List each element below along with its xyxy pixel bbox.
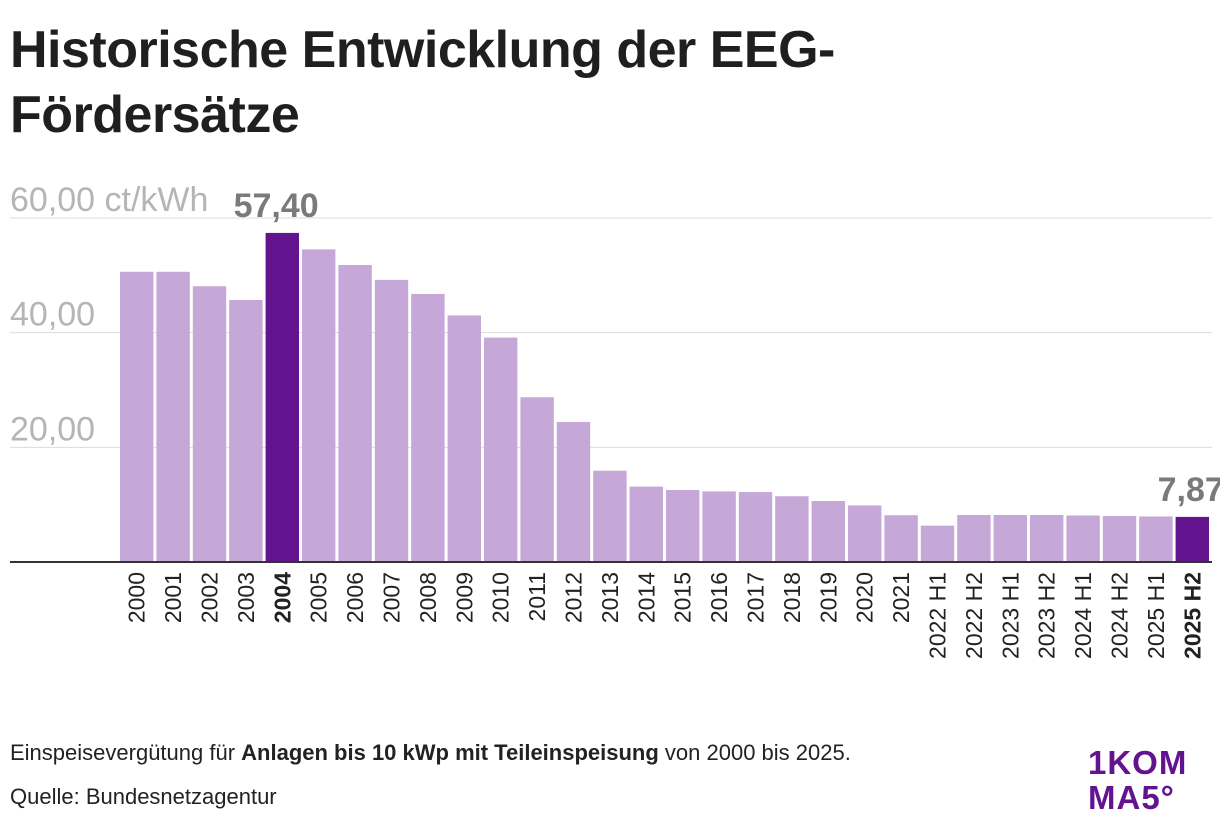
y-axis-labels: 60,00 ct/kWh 40,00 20,00: [10, 181, 208, 448]
bar-2004: [265, 232, 299, 562]
bar-2012: [556, 421, 591, 562]
bar-2023-h1: [993, 514, 1027, 562]
bar-2019: [811, 500, 845, 562]
x-tick-label: 2022 H1: [925, 572, 951, 659]
bar-2008: [411, 293, 445, 562]
bar-2003: [229, 299, 263, 562]
bar-2014: [629, 486, 663, 562]
x-tick-label: 2016: [706, 572, 732, 623]
bar-2007: [374, 279, 409, 562]
value-label: 7,87: [1158, 471, 1220, 509]
bar-2022-h2: [957, 514, 991, 562]
x-tick-label: 2010: [488, 572, 514, 623]
bar-2011: [520, 397, 554, 562]
logo-line-2: MA5°: [1088, 779, 1175, 816]
bar-2018: [775, 496, 809, 562]
x-axis-labels: 2000 2001 2002 2003 2004 2005 2006 2007 2008 2009…: [124, 572, 1206, 659]
bar-2015: [666, 489, 700, 562]
x-tick-label: 2024 H1: [1070, 572, 1096, 659]
bar-2010: [484, 337, 518, 562]
description-highlight: Anlagen bis 10 kWp mit Teileinspeisung: [241, 740, 659, 765]
bar-2016: [702, 491, 736, 562]
bars: [120, 232, 1209, 562]
x-tick-label: 2007: [379, 572, 405, 623]
bar-2022-h1: [920, 525, 955, 562]
x-tick-label: 2009: [451, 572, 477, 623]
grid-lines: [10, 217, 1212, 448]
x-tick-label: 2004: [269, 572, 295, 623]
x-tick-label: 2025 H1: [1143, 572, 1169, 659]
bar-2002: [192, 286, 227, 562]
x-tick-label: 2025 H2: [1179, 572, 1205, 659]
x-tick-label: 2022 H2: [961, 572, 987, 659]
bar-2024-h1: [1066, 515, 1100, 562]
bar-2017: [738, 492, 773, 562]
x-tick-label: 2021: [888, 572, 914, 623]
x-tick-label: 2024 H2: [1107, 572, 1133, 659]
chart-title: Historische Entwicklung der EEG-Fördersä…: [10, 21, 835, 144]
x-tick-label: 2008: [415, 572, 441, 623]
bar-2006: [338, 265, 372, 562]
y-tick-label: 40,00: [10, 296, 95, 334]
x-tick-label: 2014: [633, 572, 659, 623]
x-tick-label: 2019: [815, 572, 841, 623]
bar-2013: [593, 470, 627, 562]
x-tick-label: 2003: [233, 572, 259, 623]
x-tick-label: 2012: [561, 572, 587, 623]
x-tick-label: 2011: [524, 572, 550, 621]
x-tick-label: 2018: [779, 572, 805, 623]
brand-logo: 1KOM MA5°: [1088, 745, 1213, 815]
x-tick-label: 2005: [306, 572, 332, 623]
bar-2021: [884, 515, 918, 562]
x-tick-label: 2001: [160, 572, 186, 623]
x-tick-label: 2023 H2: [1034, 572, 1060, 659]
description-suffix: von 2000 bis 2025.: [658, 740, 851, 765]
bar-2005: [302, 249, 336, 562]
description-prefix: Einspeisevergütung für: [10, 740, 242, 765]
bar-2009: [447, 315, 481, 562]
y-tick-label: 20,00: [10, 410, 95, 448]
bar-2025-h2: [1175, 516, 1209, 562]
bar-2025-h1: [1139, 516, 1173, 562]
x-tick-label: 2006: [342, 572, 368, 623]
chart-description: Einspeisevergütung für Anlagen bis 10 kW…: [10, 740, 851, 766]
source-note: Quelle: Bundesnetzagentur: [10, 784, 277, 809]
x-tick-label: 2013: [597, 572, 623, 623]
logo-line-1: 1KOM: [1088, 744, 1188, 781]
x-tick-label: 2015: [670, 572, 696, 623]
value-label: 57,40: [234, 187, 319, 225]
value-labels: 57,40 7,87: [234, 187, 1220, 509]
y-tick-label: 60,00 ct/kWh: [10, 181, 208, 219]
x-tick-label: 2020: [852, 572, 878, 623]
bar-2001: [156, 271, 190, 562]
bar-2020: [848, 505, 882, 562]
x-tick-label: 2023 H1: [997, 572, 1023, 659]
x-tick-label: 2017: [743, 572, 769, 623]
bar-2000: [120, 271, 154, 562]
bar-2023-h2: [1030, 514, 1064, 562]
bar-2024-h2: [1102, 515, 1137, 562]
x-tick-label: 2002: [197, 572, 223, 623]
x-tick-label: 2000: [124, 572, 150, 623]
